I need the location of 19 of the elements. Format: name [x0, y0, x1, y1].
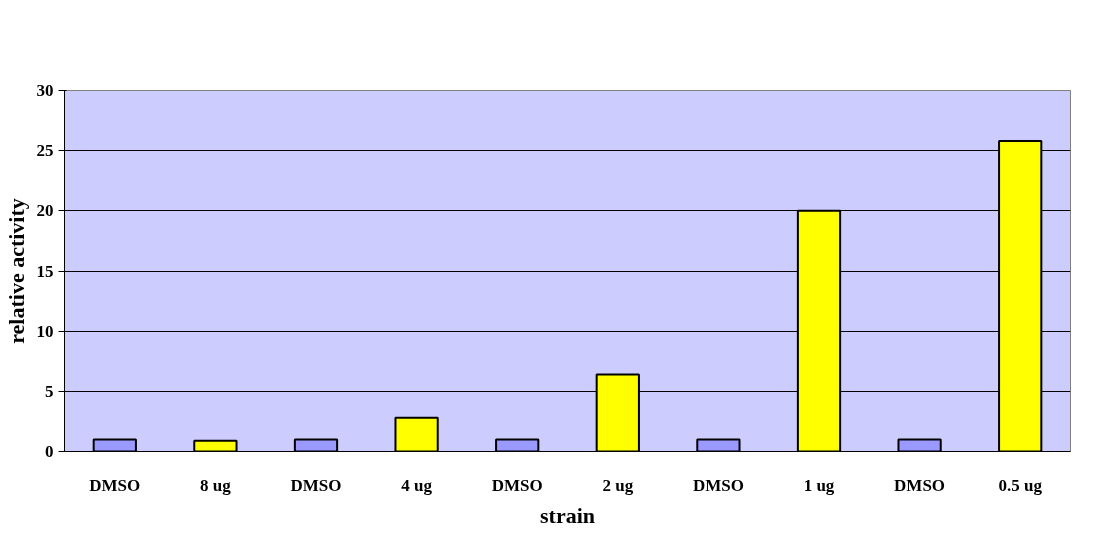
x-tick-label: 2 ug	[602, 475, 634, 495]
x-tick-label: DMSO	[692, 475, 744, 495]
y-tick-label: 25	[36, 141, 54, 161]
x-tick-label: 4 ug	[401, 475, 433, 495]
x-tick-label: DMSO	[894, 475, 946, 495]
y-tick-label: 30	[36, 81, 54, 100]
x-tick-label: DMSO	[290, 475, 342, 495]
x-tick-label: DMSO	[491, 475, 543, 495]
x-tick-label: 0.5 ug	[998, 475, 1043, 495]
x-axis-title: strain	[540, 502, 595, 528]
y-tick-label: 5	[45, 381, 54, 401]
y-tick-label: 20	[36, 201, 54, 221]
y-tick-label: 15	[36, 261, 54, 281]
y-tick-label: 10	[36, 321, 54, 341]
x-tick-label: DMSO	[89, 475, 141, 495]
x-tick-label: 8 ug	[200, 475, 232, 495]
x-tick-label: 1 ug	[803, 475, 835, 495]
y-tick-label: 0	[45, 442, 54, 461]
y-axis-title: relative activity	[3, 198, 29, 344]
